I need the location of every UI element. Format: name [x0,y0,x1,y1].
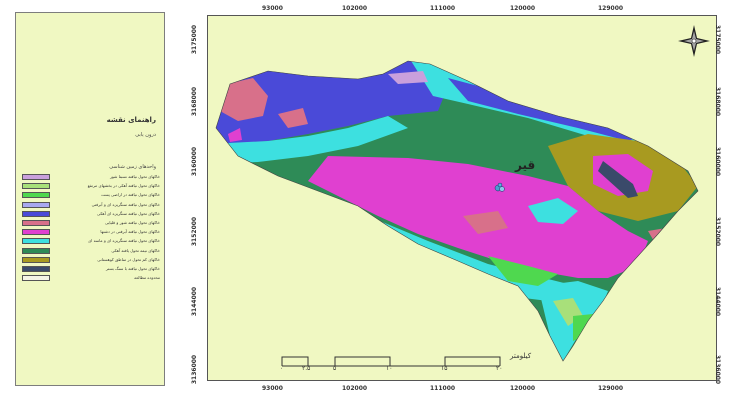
soil-magenta-right [593,154,653,196]
city-label: قیر [515,158,536,172]
legend-label: خاکهای تحول نیافته آبرفتی در دشتها [100,229,160,235]
legend-label: خاکهای کم تحول در مناطق کوهستانی [97,256,160,262]
legend-swatch [22,174,50,180]
soil-pink-patch-2 [278,108,308,128]
top-tick: 102000 [342,5,368,12]
bottom-tick: 102000 [342,385,368,392]
legend-label: خاکهای تحول نیافته در اراضی پست [101,192,160,198]
left-tick: 3144000 [191,286,199,317]
left-tick: 3168000 [191,86,199,117]
right-tick: 3175000 [714,24,722,55]
study-area-outline [215,60,699,362]
right-tick: 3136000 [714,354,722,385]
scale-label: ۵ [333,365,337,372]
soil-cyan-patch-center [528,198,578,224]
soil-cyan-band-left [216,116,408,164]
legend-label: خاکهای تحول نیافته با سنگ بستر [105,266,160,271]
legend-swatch [22,256,50,263]
scale-label: ۱۰ [386,365,393,372]
bottom-tick: 120000 [510,385,536,392]
scale-bar-graphic [281,356,501,367]
city-icon [494,182,505,192]
legend-item: خاکهای کم تحول در مناطق کوهستانی [22,256,160,264]
bottom-tick: 129000 [598,385,624,392]
north-arrow-icon [678,25,710,57]
legend-item: خاکهای تحول نیافته سنگریزه ای و آبرفتی [22,201,160,209]
legend-label: خاکهای تحول نیافته آهکی در بخشهای مرتفع [87,183,160,189]
scale-label: ۲۰ [496,365,503,372]
soil-blue-band [216,61,448,144]
legend-swatch [22,201,50,208]
bottom-tick: 93000 [262,385,283,392]
legend-item: محدوده مطالعه [22,274,160,282]
legend-swatch [22,238,50,245]
top-tick: 111000 [430,5,456,12]
scale-label: ۲.۵ [302,365,311,372]
legend-item: خاکهای تحول نیافته نسبتا شور [22,173,160,181]
legend-swatch [22,229,50,236]
scale-unit-label: کیلومتر [510,352,532,360]
scale-label: ۰ [280,365,284,372]
left-tick: 3136000 [191,354,199,385]
legend-swatch [22,220,50,226]
right-tick: 3144000 [714,286,722,317]
legend-swatch [22,275,50,282]
scale-label: ۱۵ [441,365,448,372]
legend-label: خاکهای نیمه تحول یافته آهکی [111,247,160,253]
right-tick: 3168000 [714,86,722,117]
legend-label: خاکهای تحول نیافته نسبتا شور [109,174,160,179]
bottom-tick: 111000 [430,385,456,392]
legend-item: خاکهای تحول نیافته شور و قلیایی [22,219,160,227]
legend-swatch [22,192,50,199]
legend-item: خاکهای تحول نیافته با سنگ بستر [22,265,160,273]
soil-lilac-patch [388,71,428,84]
legend-label: خاکهای تحول نیافته شور و قلیایی [104,220,160,225]
left-tick: 3152000 [191,216,199,247]
soil-dark-strip [598,161,638,198]
legend-label: خاکهای تحول نیافته سنگریزه ای و آبرفتی [91,201,160,207]
map-frame [207,15,717,381]
legend-item: خاکهای تحول نیافته آبرفتی در دشتها [22,228,160,236]
right-tick: 3160000 [714,146,722,177]
soil-polygons [216,61,698,361]
left-tick: 3160000 [191,146,199,177]
map-canvas [215,25,710,362]
soil-pink-patch [218,78,268,121]
legend-item: خاکهای نیمه تحول یافته آهکی [22,247,160,255]
legend-swatch [22,247,50,254]
top-tick: 93000 [262,5,283,12]
scale-bar: ۰ ۲.۵ ۵ ۱۰ ۱۵ ۲۰ [280,352,505,372]
legend-item: خاکهای تحول نیافته در اراضی پست [22,191,160,199]
legend-panel: راهنمای نقشه درون یابی واحدهای زمین شناس… [15,12,165,386]
soil-pink-center [463,211,508,234]
legend-units-heading: واحدهای زمین شناسی [109,164,156,170]
legend-item: خاکهای تحول نیافته آهکی در بخشهای مرتفع [22,182,160,190]
soil-green-band [488,256,558,286]
legend-item: خاکهای تحول نیافته سنگریزه ای آهکی [22,210,160,218]
legend-label: محدوده مطالعه [134,275,160,281]
legend-label: خاکهای تحول نیافته سنگریزه ای آهکی [96,210,160,216]
legend-label: خاکهای تحول نیافته سنگریزه ای و ماسه ای [88,238,160,244]
right-tick: 3152000 [714,216,722,247]
soil-magenta-small [228,128,242,142]
top-tick: 120000 [510,5,536,12]
legend-swatch [22,183,50,190]
legend-item: خاکهای تحول نیافته سنگریزه ای و ماسه ای [22,237,160,245]
legend-swatch [22,266,50,272]
left-tick: 3175000 [191,24,199,55]
legend-swatch [22,210,50,217]
legend-title: راهنمای نقشه [106,116,156,124]
legend-subtitle: درون یابی [135,132,156,138]
top-tick: 129000 [598,5,624,12]
